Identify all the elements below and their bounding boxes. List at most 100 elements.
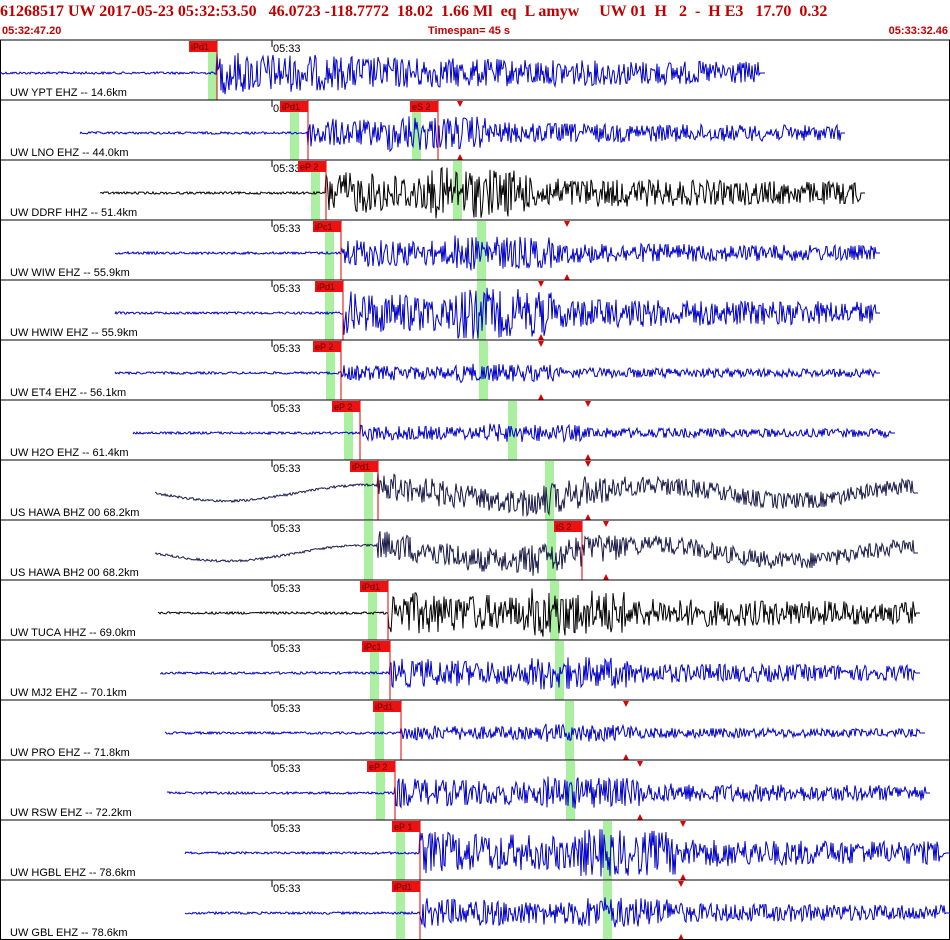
seismogram-trace [99,166,865,219]
minute-label: 05:33 [273,523,301,535]
predicted-arrival-band [603,821,612,880]
arrival-marker-bottom [538,334,544,340]
trace-panel[interactable]: 05:33 iS 2 US HAWA BH2 00 68.2km [0,519,950,580]
p-pick-label: iPd1 [282,102,300,112]
predicted-arrival-band [550,581,559,640]
predicted-arrival-band [368,581,377,640]
seismogram-trace [0,52,765,95]
arrival-marker-top [585,461,591,467]
predicted-arrival-band [412,101,421,160]
trace-panel[interactable]: 05:33 eP 2 UW ET4 EHZ -- 56.1km [0,339,950,400]
seismogram-trace [164,723,925,743]
predicted-arrival-band [370,641,379,700]
arrival-marker-top [538,281,544,287]
predicted-arrival-band [326,341,335,400]
seismogram-trace [184,897,950,929]
trace-panel[interactable]: 05:33 eP 2 UW H2O EHZ -- 61.4km [0,399,950,460]
arrival-marker-bottom [585,514,591,520]
seismogram-trace [114,235,880,271]
trace-panel[interactable]: 05:33 iPd1 UW HWIW EHZ -- 55.9km [0,279,950,340]
channel-label: UW GBL EHZ -- 78.6km [10,927,128,939]
seismogram-trace [79,116,845,153]
p-pick-flag [313,341,341,352]
minute-label: 05:33 [273,403,301,415]
trace-panel[interactable]: 05:33 iPd1 UW PRO EHZ -- 71.8km [0,699,950,760]
channel-label: UW HWIW EHZ -- 55.9km [10,327,138,339]
seismogram-trace [157,588,920,637]
p-pick-label: iPd1 [191,42,209,52]
minute-label: 05:33 [273,703,301,715]
channel-label: UW H2O EHZ -- 61.4km [10,447,129,459]
arrival-marker-bottom [538,394,544,400]
minute-label: 05:33 [273,643,301,655]
trace-panel[interactable]: 05:33 iPd1 UW TUCA HHZ -- 69.0km [0,579,950,640]
trace-panel[interactable]: 05:33 iPd1 US HAWA BHZ 00 68.2km [0,459,950,520]
arrival-marker-bottom [680,874,686,880]
predicted-arrival-band [565,701,574,760]
trace-panel[interactable]: 05:33 eP 2 UW RSW EHZ -- 72.2km [0,759,950,820]
trace-panel[interactable]: 05:33iPd1eS 2UW LNO EHZ -- 44.0km [0,99,950,160]
p-pick-label: iPd1 [352,462,370,472]
trace-panel[interactable]: 05:33 eP 2 UW DDRF HHZ -- 51.4km [0,159,950,220]
predicted-arrival-band [603,881,612,940]
channel-label: UW TUCA HHZ -- 69.0km [10,627,136,639]
trace-panel[interactable]: 05:33 iPd1 UW YPT EHZ -- 14.6km [0,39,950,100]
channel-label: UW ET4 EHZ -- 56.1km [10,387,126,399]
predicted-arrival-band [364,461,373,520]
p-pick-label: iPc1 [315,222,333,232]
seismogram-trace [154,531,918,576]
trace-panel[interactable]: 05:33 iPd1 UW GBL EHZ -- 78.6km [0,879,950,940]
p-pick-label: eP 2 [315,342,333,352]
s-pick-label: eS 2 [412,102,431,112]
arrival-marker-top [457,101,463,107]
p-pick-flag [392,821,420,832]
predicted-arrival-band [396,821,405,880]
minute-label: 05:33 [273,823,301,835]
p-pick-label: eP 2 [334,402,352,412]
time-axis-row: 05:32:47.20 Timespan= 45 s 05:33:32.46 [0,24,950,40]
trace-panel[interactable]: 05:33 iPc1 UW WIW EHZ -- 55.9km [0,219,950,280]
channel-label: UW YPT EHZ -- 14.6km [10,87,127,99]
p-pick-label: iPd1 [362,582,380,592]
timespan-label: Timespan= 45 s [428,25,511,37]
arrival-marker-top [564,221,570,227]
channel-label: UW PRO EHZ -- 71.8km [10,747,130,759]
p-pick-flag [373,701,401,712]
p-pick-flag [367,761,395,772]
p-pick-label: eP 2 [300,162,318,172]
p-pick-label: eP 1 [394,822,412,832]
seismogram-trace [114,287,880,339]
p-pick-flag [350,461,378,472]
p-pick-flag [189,41,217,52]
minute-label: 05:33 [273,283,301,295]
channel-label: UW HGBL EHZ -- 78.6km [10,867,136,879]
arrival-marker-bottom [678,934,684,940]
trace-panel[interactable]: 05:33 eP 1 UW HGBL EHZ -- 78.6km [0,819,950,880]
p-pick-label: iPd1 [394,882,412,892]
arrival-marker-top [680,821,686,827]
p-pick-flag [315,281,343,292]
p-pick-flag [298,161,326,172]
predicted-arrival-band [364,521,373,580]
arrival-marker-bottom [457,154,463,160]
predicted-arrival-band [545,461,554,520]
predicted-arrival-band [311,161,320,220]
minute-label: 05:33 [273,883,301,895]
arrival-marker-bottom [623,754,629,760]
p-pick-label: eP 2 [369,762,387,772]
arrival-marker-top [637,761,643,767]
p-pick-flag [332,401,360,412]
p-pick-label: iPd1 [375,702,393,712]
s-pick-label: iS 2 [556,522,572,532]
trace-panel[interactable]: 05:33 iPc1 UW MJ2 EHZ -- 70.1km [0,639,950,700]
arrival-marker-top [538,341,544,347]
channel-label: UW RSW EHZ -- 72.2km [10,807,132,819]
predicted-arrival-band [396,881,405,940]
p-pick-flag [392,881,420,892]
channel-label: UW WIW EHZ -- 55.9km [10,267,130,279]
p-pick-flag [360,581,388,592]
predicted-arrival-band [290,101,299,160]
s-pick-flag [410,101,438,112]
p-pick-label: iPd1 [317,282,335,292]
